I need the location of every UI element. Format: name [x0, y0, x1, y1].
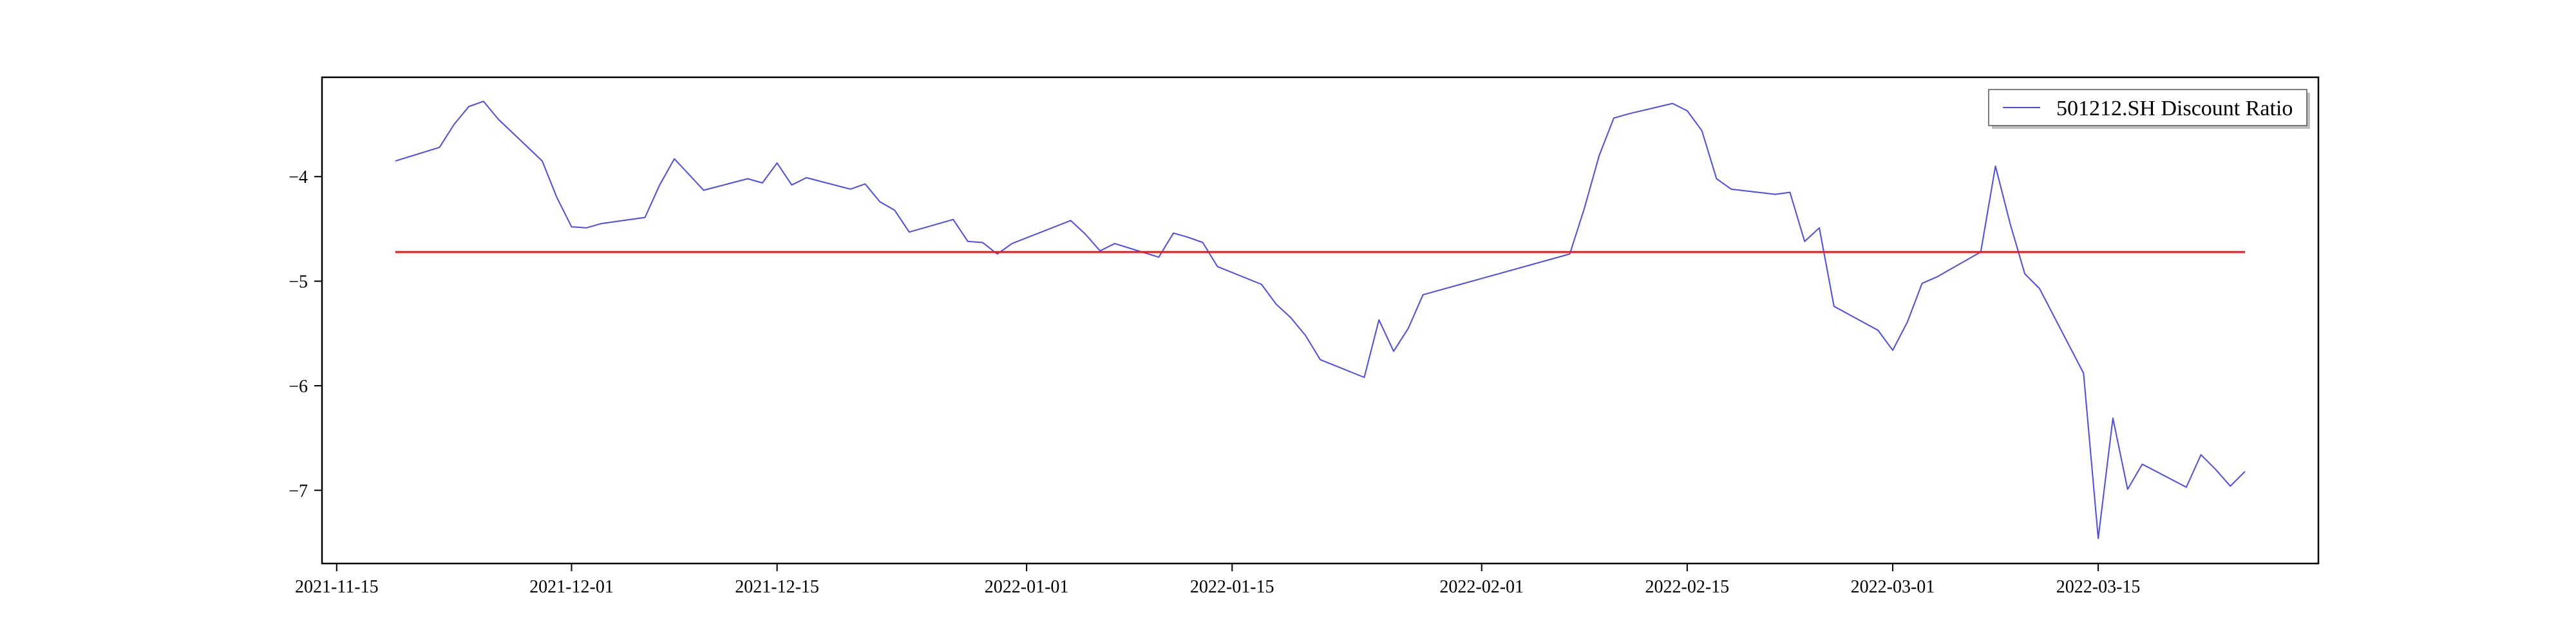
legend-box: [1988, 89, 2307, 126]
legend-label: 501212.SH Discount Ratio: [2056, 97, 2293, 120]
x-tick-label: 2022-03-01: [1851, 577, 1935, 597]
x-axis: 2021-11-15 2021-12-01 2021-12-15 2022-01-01…: [295, 564, 2140, 597]
y-tick-label: −5: [289, 272, 308, 292]
y-axis: −4 −5 −6 −7: [289, 167, 322, 501]
x-tick-label: 2022-01-15: [1190, 577, 1274, 597]
x-tick-label: 2022-01-01: [985, 577, 1069, 597]
x-tick-label: 2022-02-15: [1645, 577, 1730, 597]
x-tick-label: 2021-11-15: [295, 577, 379, 597]
y-tick-label: −7: [289, 481, 308, 501]
x-tick-label: 2022-02-01: [1439, 577, 1524, 597]
x-tick-label: 2022-03-15: [2056, 577, 2141, 597]
plot-area: [321, 76, 2320, 565]
y-tick-label: −6: [289, 377, 308, 397]
series-layer: [395, 100, 2246, 539]
y-tick-label: −4: [289, 167, 308, 187]
legend: 501212.SH Discount Ratio: [1988, 89, 2310, 129]
x-tick-label: 2021-12-15: [735, 577, 819, 597]
x-tick-label: 2021-12-01: [529, 577, 614, 597]
